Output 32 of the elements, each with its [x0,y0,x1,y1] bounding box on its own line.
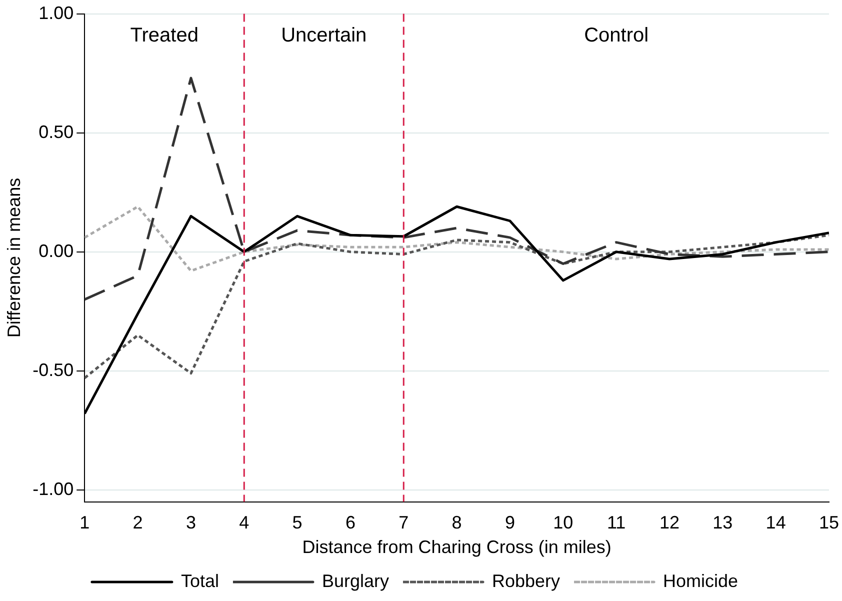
x-tick-label: 2 [132,512,143,533]
line-series [84,205,829,272]
x-tick-label: 15 [818,512,840,533]
y-tick-label: 1.00 [38,2,74,23]
y-tick-label: 0.00 [38,240,74,261]
y-tick-label: -0.50 [32,360,74,380]
line-series [84,234,829,380]
x-tick-label: 10 [553,512,574,533]
y-tick-label: -1.00 [32,478,74,499]
y-tick-label: 0.50 [38,122,74,142]
line-series [84,76,829,301]
legend-label: Total [180,570,219,591]
legend-label: Homicide [663,570,738,591]
x-tick-label: 3 [186,512,196,533]
x-tick-label: 8 [452,512,462,533]
x-axis-title: Distance from Charing Cross (in miles) [302,537,612,558]
x-tick-label: 13 [712,512,733,533]
x-tick-label: 14 [766,512,786,533]
x-tick-label: 11 [606,512,626,533]
x-tick-label: 5 [292,512,302,533]
x-tick-label: 12 [659,512,680,533]
annotation: Treated [130,24,198,46]
annotation: Uncertain [281,24,367,46]
annotation: Control [584,24,649,46]
y-axis-title: Difference in means [4,178,24,338]
x-tick-label: 9 [504,512,515,533]
x-tick-label: 1 [80,512,90,533]
x-tick-label: 4 [239,512,250,533]
legend-label: Burglary [322,570,389,591]
x-tick-label: 6 [345,512,356,533]
x-tick-label: 7 [398,512,409,533]
legend-label: Robbery [492,570,560,591]
